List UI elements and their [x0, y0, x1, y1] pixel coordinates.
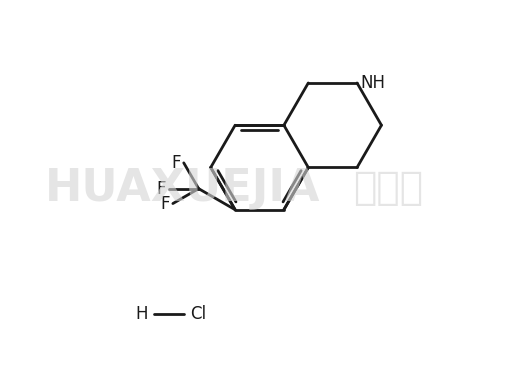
Text: NH: NH [361, 74, 386, 92]
Text: HUAXUEJIA: HUAXUEJIA [45, 167, 320, 209]
Text: F: F [172, 154, 181, 172]
Text: H: H [135, 305, 148, 323]
Text: 化学加: 化学加 [353, 169, 423, 207]
Text: F: F [161, 194, 170, 212]
Text: F: F [157, 180, 166, 198]
Text: Cl: Cl [190, 305, 206, 323]
